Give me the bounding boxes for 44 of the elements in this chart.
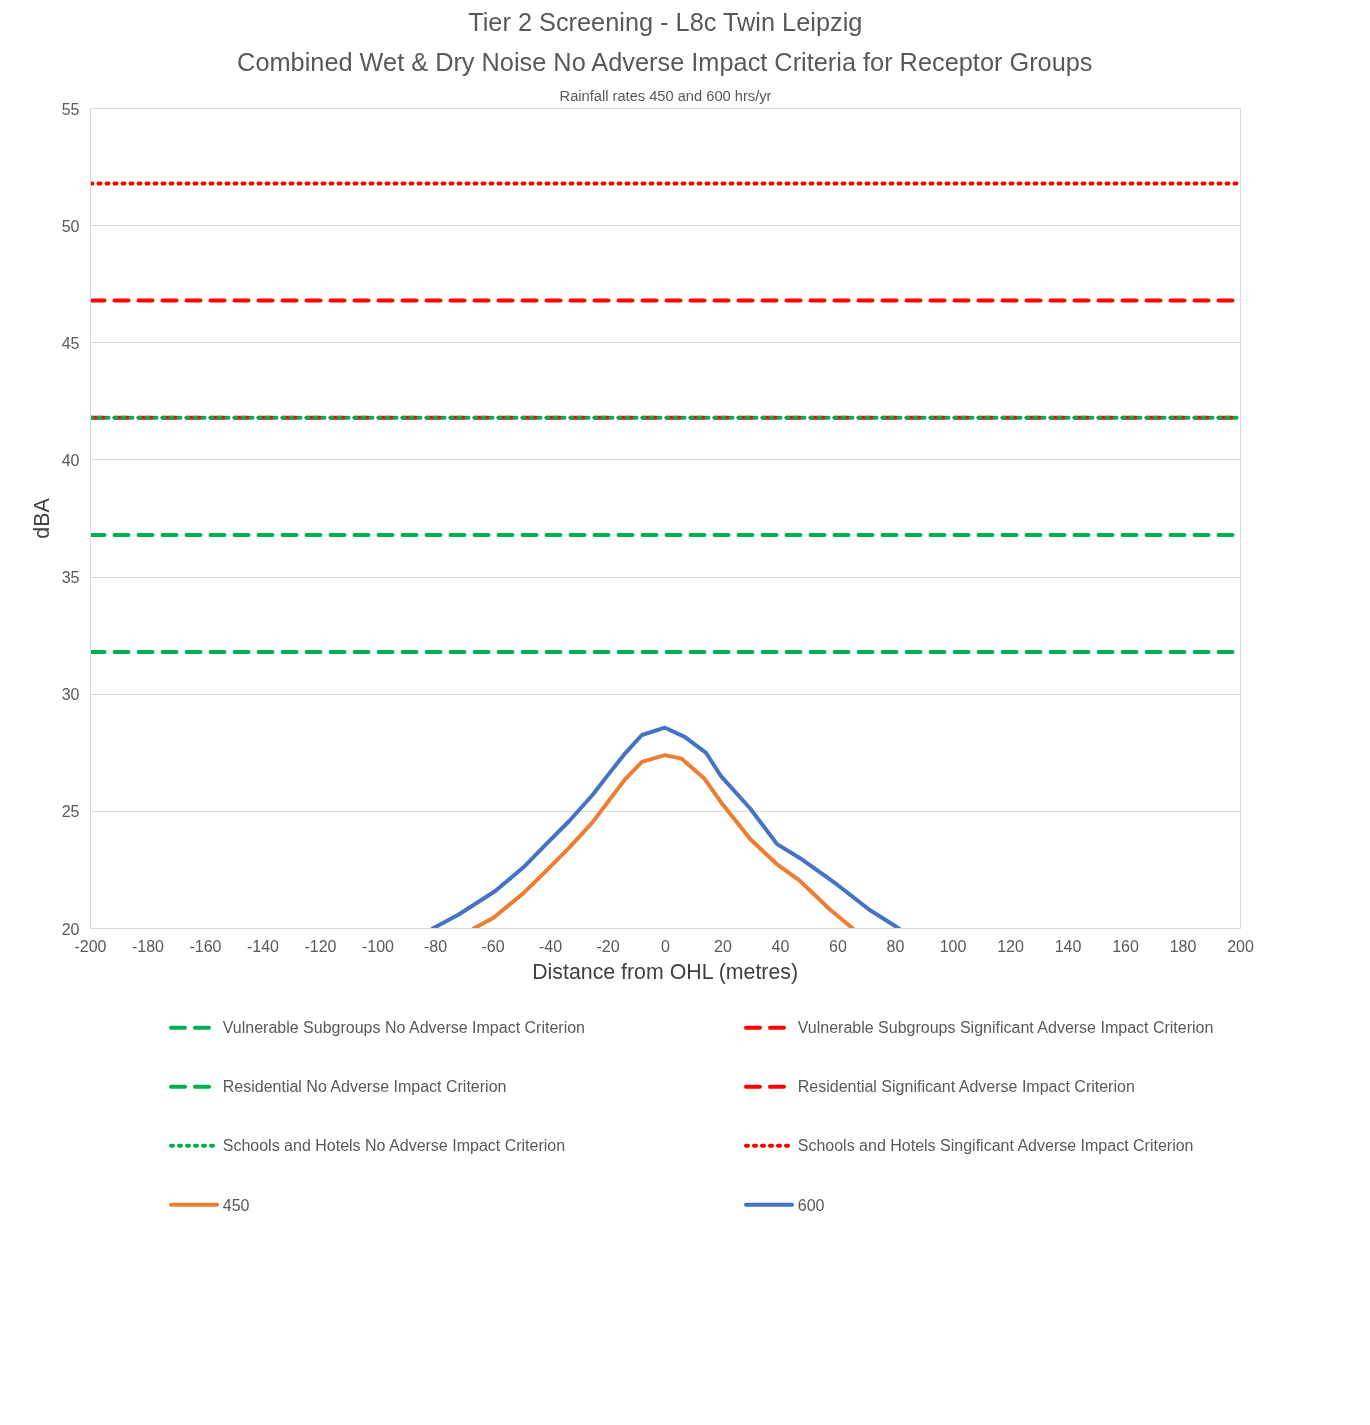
legend-label: Schools and Hotels No Adverse Impact Criterion bbox=[222, 1137, 566, 1155]
x-tick-label: -140 bbox=[246, 937, 280, 955]
x-tick-label: -20 bbox=[596, 937, 620, 955]
line-series bbox=[430, 725, 901, 929]
y-tick-label: 50 bbox=[61, 217, 80, 235]
x-tick-label: 60 bbox=[829, 937, 847, 955]
x-tick-label: 160 bbox=[1112, 937, 1139, 955]
legend-label: Vulnerable Subgroups No Adverse Impact Criterion bbox=[222, 1019, 586, 1037]
legend-label: 600 bbox=[797, 1196, 825, 1214]
x-tick-label: 80 bbox=[886, 937, 905, 955]
x-tick-label: 40 bbox=[771, 937, 790, 955]
line-series bbox=[471, 753, 855, 929]
x-tick-label: -120 bbox=[304, 937, 337, 955]
legend-label: Vulnerable Subgroups Significant Adverse Impact Criterion bbox=[797, 1019, 1214, 1037]
x-tick-label: 180 bbox=[1169, 937, 1197, 955]
y-axis-title: dBA bbox=[29, 497, 54, 539]
x-axis-title: Distance from OHL (metres) bbox=[532, 959, 799, 984]
y-tick-label: 25 bbox=[61, 803, 80, 821]
x-tick-label: -160 bbox=[189, 937, 222, 955]
text: Rainfall rates 450 and 600 hrs/yr bbox=[559, 87, 772, 104]
y-tick-label: 40 bbox=[61, 451, 80, 469]
x-tick-label: 100 bbox=[939, 937, 967, 955]
y-tick-label: 55 bbox=[61, 100, 80, 118]
x-tick-label: 120 bbox=[997, 937, 1024, 955]
x-tick-label: -180 bbox=[131, 937, 165, 955]
x-tick-label: 20 bbox=[714, 937, 732, 955]
x-tick-label: -80 bbox=[423, 937, 448, 955]
legend-label: Residential Significant Adverse Impact Criterion bbox=[797, 1078, 1135, 1096]
y-tick-label: 35 bbox=[61, 569, 80, 587]
x-tick-label: -200 bbox=[74, 937, 107, 955]
legend-label: Residential No Adverse Impact Criterion bbox=[222, 1078, 507, 1096]
legend-label: 450 bbox=[222, 1196, 250, 1214]
chart-subtitle: Combined Wet & Dry Noise No Adverse Impact Criteria for Receptor Groups bbox=[237, 47, 1093, 76]
x-tick-label: 0 bbox=[661, 937, 671, 955]
y-tick-label: 45 bbox=[61, 334, 80, 352]
chart-title: Tier 2 Screening - L8c Twin Leipzig bbox=[468, 7, 863, 36]
y-tick-label: 20 bbox=[61, 920, 80, 938]
x-tick-label: -100 bbox=[361, 937, 395, 955]
x-tick-label: -40 bbox=[538, 937, 563, 955]
x-tick-label: 140 bbox=[1054, 937, 1082, 955]
legend-label: Schools and Hotels Singificant Adverse Impact Criterion bbox=[797, 1137, 1194, 1155]
x-tick-label: -60 bbox=[481, 937, 505, 955]
y-tick-label: 30 bbox=[61, 686, 80, 704]
x-tick-label: 200 bbox=[1227, 937, 1254, 955]
